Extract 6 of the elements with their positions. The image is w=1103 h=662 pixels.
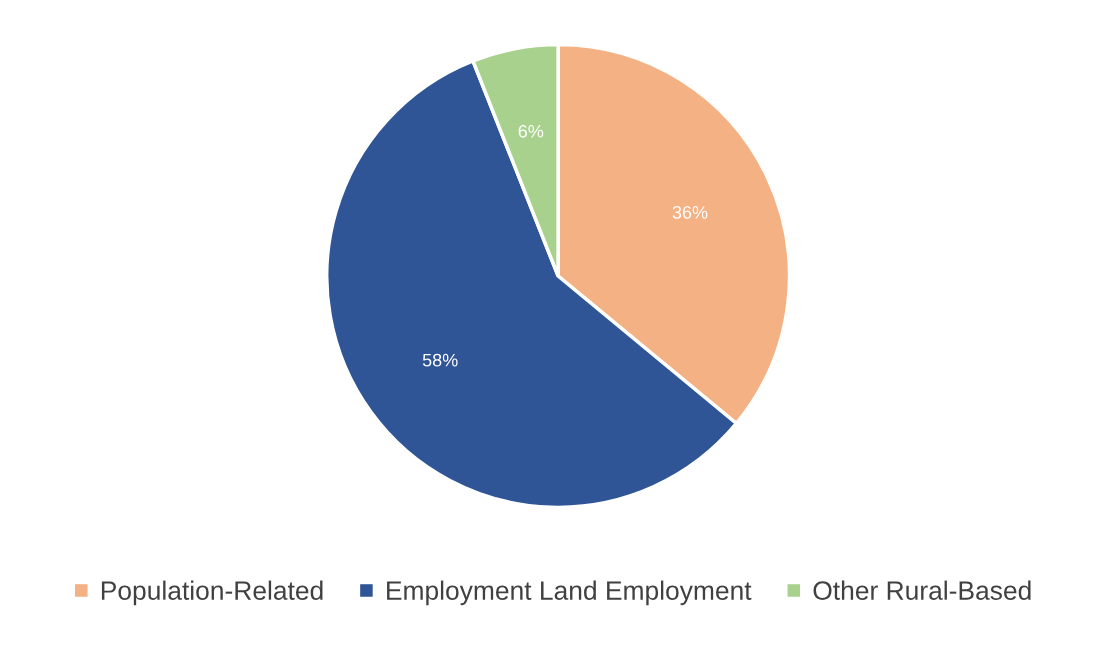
data-label: 36% <box>672 205 708 219</box>
legend-label: Population-Related <box>101 580 323 606</box>
legend-label: Other Rural-Based <box>813 580 1031 600</box>
data-label: 58% <box>422 353 458 367</box>
legend-label: Employment Land Employment <box>387 580 752 606</box>
data-label: 6% <box>518 124 544 138</box>
